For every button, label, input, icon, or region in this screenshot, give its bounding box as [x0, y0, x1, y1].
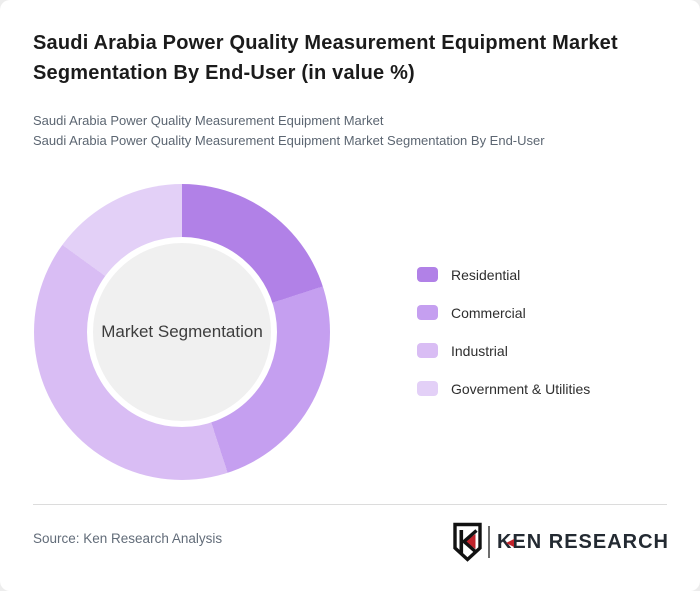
legend-swatch-commercial-icon: [417, 305, 438, 320]
logo-wordmark-text: KEN RESEARCH: [496, 530, 669, 553]
chart-subtitle: Saudi Arabia Power Quality Measurement E…: [33, 111, 545, 151]
page-title: Saudi Arabia Power Quality Measurement E…: [33, 32, 618, 84]
legend-item-industrial[interactable]: Industrial: [417, 335, 590, 366]
legend-item-commercial[interactable]: Commercial: [417, 297, 590, 328]
logo-red-triangle-icon: [505, 538, 514, 547]
legend-label: Government & Utilities: [451, 380, 591, 397]
donut-center-label: Market Segmentation: [101, 322, 263, 341]
ken-research-logo: KEN RESEARCH: [452, 522, 669, 562]
chart-legend: Residential Commercial Industrial Govern…: [417, 259, 590, 411]
legend-swatch-residential-icon: [417, 267, 438, 282]
legend-item-government-utilities[interactable]: Government & Utilities: [417, 373, 590, 404]
legend-label: Commercial: [451, 304, 526, 321]
subtitle-line-2: Saudi Arabia Power Quality Measurement E…: [33, 133, 545, 148]
legend-swatch-government-utilities-icon: [417, 381, 438, 396]
logo-separator: [487, 526, 490, 558]
footer-divider: [33, 504, 667, 505]
donut-hole: Market Segmentation: [87, 237, 277, 427]
subtitle-line-1: Saudi Arabia Power Quality Measurement E…: [33, 113, 384, 128]
source-note: Source: Ken Research Analysis: [33, 531, 223, 546]
legend-swatch-industrial-icon: [417, 343, 438, 358]
legend-label: Residential: [451, 266, 521, 283]
ken-research-shield-icon: [453, 522, 482, 562]
donut-chart[interactable]: Market Segmentation: [34, 184, 330, 480]
logo-wordmark: KEN RESEARCH: [497, 531, 669, 554]
legend-label: Industrial: [451, 342, 508, 359]
legend-item-residential[interactable]: Residential: [417, 259, 590, 290]
